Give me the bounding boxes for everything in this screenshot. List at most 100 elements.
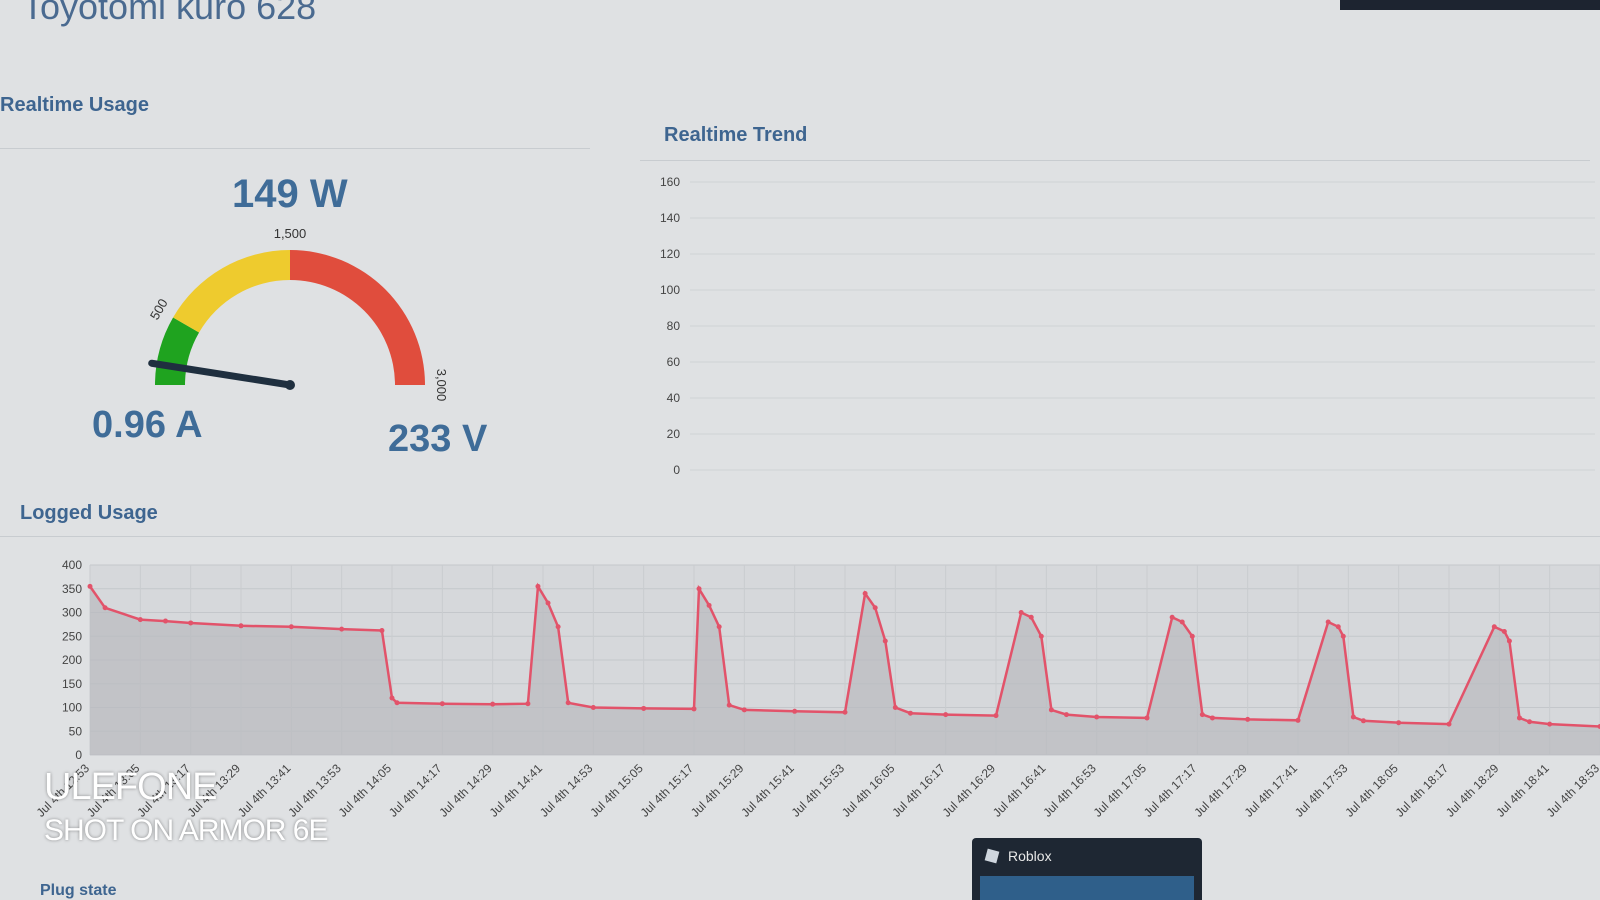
logged-y-tick: 350 <box>62 582 82 596</box>
logged-y-tick: 200 <box>62 653 82 667</box>
logged-y-tick: 0 <box>75 748 82 762</box>
logged-x-tick: Jul 4th 15:53 <box>789 761 848 820</box>
logged-x-tick: Jul 4th 16:05 <box>839 761 898 820</box>
plug-state-title: Plug state <box>40 882 117 899</box>
usage-point <box>1396 720 1402 726</box>
logged-y-tick: 50 <box>69 724 83 738</box>
logged-x-tick: Jul 4th 17:41 <box>1242 761 1301 820</box>
usage-point <box>87 583 93 589</box>
usage-point <box>1169 614 1175 620</box>
trend-y-tick: 100 <box>660 283 680 297</box>
usage-point <box>525 701 531 707</box>
usage-point <box>288 624 294 630</box>
usage-point <box>907 710 913 716</box>
usage-point <box>238 623 244 629</box>
logged-x-tick: Jul 4th 15:41 <box>738 761 797 820</box>
usage-point <box>1340 633 1346 639</box>
trend-y-tick: 0 <box>673 463 680 477</box>
logged-y-tick: 300 <box>62 606 82 620</box>
usage-point <box>1038 633 1044 639</box>
logged-x-tick: Jul 4th 15:17 <box>638 761 697 820</box>
logged-x-tick: Jul 4th 16:17 <box>889 761 948 820</box>
usage-point <box>716 624 722 630</box>
usage-point <box>842 709 848 715</box>
voltage-reading: 233 V <box>388 418 488 460</box>
logged-x-tick: Jul 4th 16:29 <box>940 761 999 820</box>
trend-y-tick: 40 <box>667 391 681 405</box>
gauge-label-0: 500 <box>147 296 171 322</box>
logged-y-tick: 250 <box>62 629 82 643</box>
usage-point <box>555 624 561 630</box>
logged-x-tick: Jul 4th 15:29 <box>688 761 747 820</box>
gauge-band-1 <box>173 250 290 333</box>
window-preview <box>980 876 1194 900</box>
usage-area-fill <box>90 586 1600 755</box>
realtime-trend-title: Realtime Trend <box>664 124 808 146</box>
watermark-brand: ULEFONE <box>44 766 217 808</box>
usage-point <box>389 695 395 701</box>
usage-point <box>545 600 551 606</box>
usage-point <box>1360 718 1366 724</box>
usage-point <box>379 628 385 634</box>
usage-point <box>741 707 747 713</box>
usage-point <box>696 586 702 592</box>
logged-y-tick: 150 <box>62 677 82 691</box>
realtime-usage-title: Realtime Usage <box>0 94 149 116</box>
trend-y-tick: 120 <box>660 247 680 261</box>
usage-point <box>872 605 878 611</box>
usage-point <box>1028 614 1034 620</box>
usage-point <box>691 706 697 712</box>
usage-point <box>641 705 647 711</box>
gauge-hub <box>285 380 295 390</box>
usage-point <box>1018 610 1024 615</box>
realtime-trend-divider <box>640 160 1590 161</box>
usage-point <box>1094 714 1100 720</box>
gauge-label-1: 1,500 <box>274 226 307 241</box>
logged-y-tick: 100 <box>62 701 82 715</box>
watermark-model: SHOT ON ARMOR 6E <box>44 814 329 847</box>
usage-point <box>188 620 194 626</box>
logged-usage-title: Logged Usage <box>20 502 158 524</box>
logged-x-tick: Jul 4th 14:17 <box>386 761 445 820</box>
usage-point <box>339 626 345 632</box>
usage-point <box>1446 721 1452 727</box>
taskbar-app-label: Roblox <box>1008 848 1052 864</box>
power-gauge: 500 1,500 3,000 <box>147 226 449 401</box>
logged-x-tick: Jul 4th 16:53 <box>1040 761 1099 820</box>
usage-point <box>1295 717 1301 723</box>
window-top-bar <box>1340 0 1600 10</box>
page-title: Toyotomi kuro 628 <box>22 0 317 27</box>
logged-x-tick: Jul 4th 14:53 <box>537 761 596 820</box>
realtime-usage-divider <box>0 148 590 149</box>
gauge-band-2 <box>290 250 425 385</box>
usage-point <box>706 602 712 608</box>
usage-point <box>590 705 596 710</box>
usage-point <box>1179 619 1185 625</box>
logged-x-tick: Jul 4th 15:05 <box>587 761 646 820</box>
usage-point <box>1063 712 1069 718</box>
logged-x-tick: Jul 4th 14:29 <box>436 761 495 820</box>
roblox-icon <box>984 848 1000 864</box>
usage-point <box>1189 633 1195 639</box>
usage-point <box>163 618 168 624</box>
usage-point <box>1597 724 1600 729</box>
usage-point <box>892 705 898 710</box>
usage-point <box>394 700 400 706</box>
logged-x-tick: Jul 4th 18:53 <box>1544 761 1600 820</box>
logged-x-tick: Jul 4th 17:29 <box>1191 761 1250 820</box>
usage-point <box>1506 638 1512 644</box>
usage-point <box>1199 712 1205 718</box>
usage-point <box>1335 624 1341 630</box>
usage-point <box>1144 715 1150 721</box>
trend-y-tick: 160 <box>660 175 680 189</box>
realtime-trend-chart: 160 140 120 100 80 60 40 20 0 <box>660 175 1595 477</box>
usage-point <box>943 712 949 718</box>
logged-x-tick: Jul 4th 18:29 <box>1443 761 1502 820</box>
usage-point <box>1501 629 1507 634</box>
usage-point <box>882 638 888 644</box>
logged-x-tick: Jul 4th 13:41 <box>235 761 294 820</box>
usage-point <box>565 700 571 706</box>
power-reading: 149 W <box>232 172 348 216</box>
taskbar-roblox-thumbnail[interactable]: Roblox <box>972 838 1202 900</box>
